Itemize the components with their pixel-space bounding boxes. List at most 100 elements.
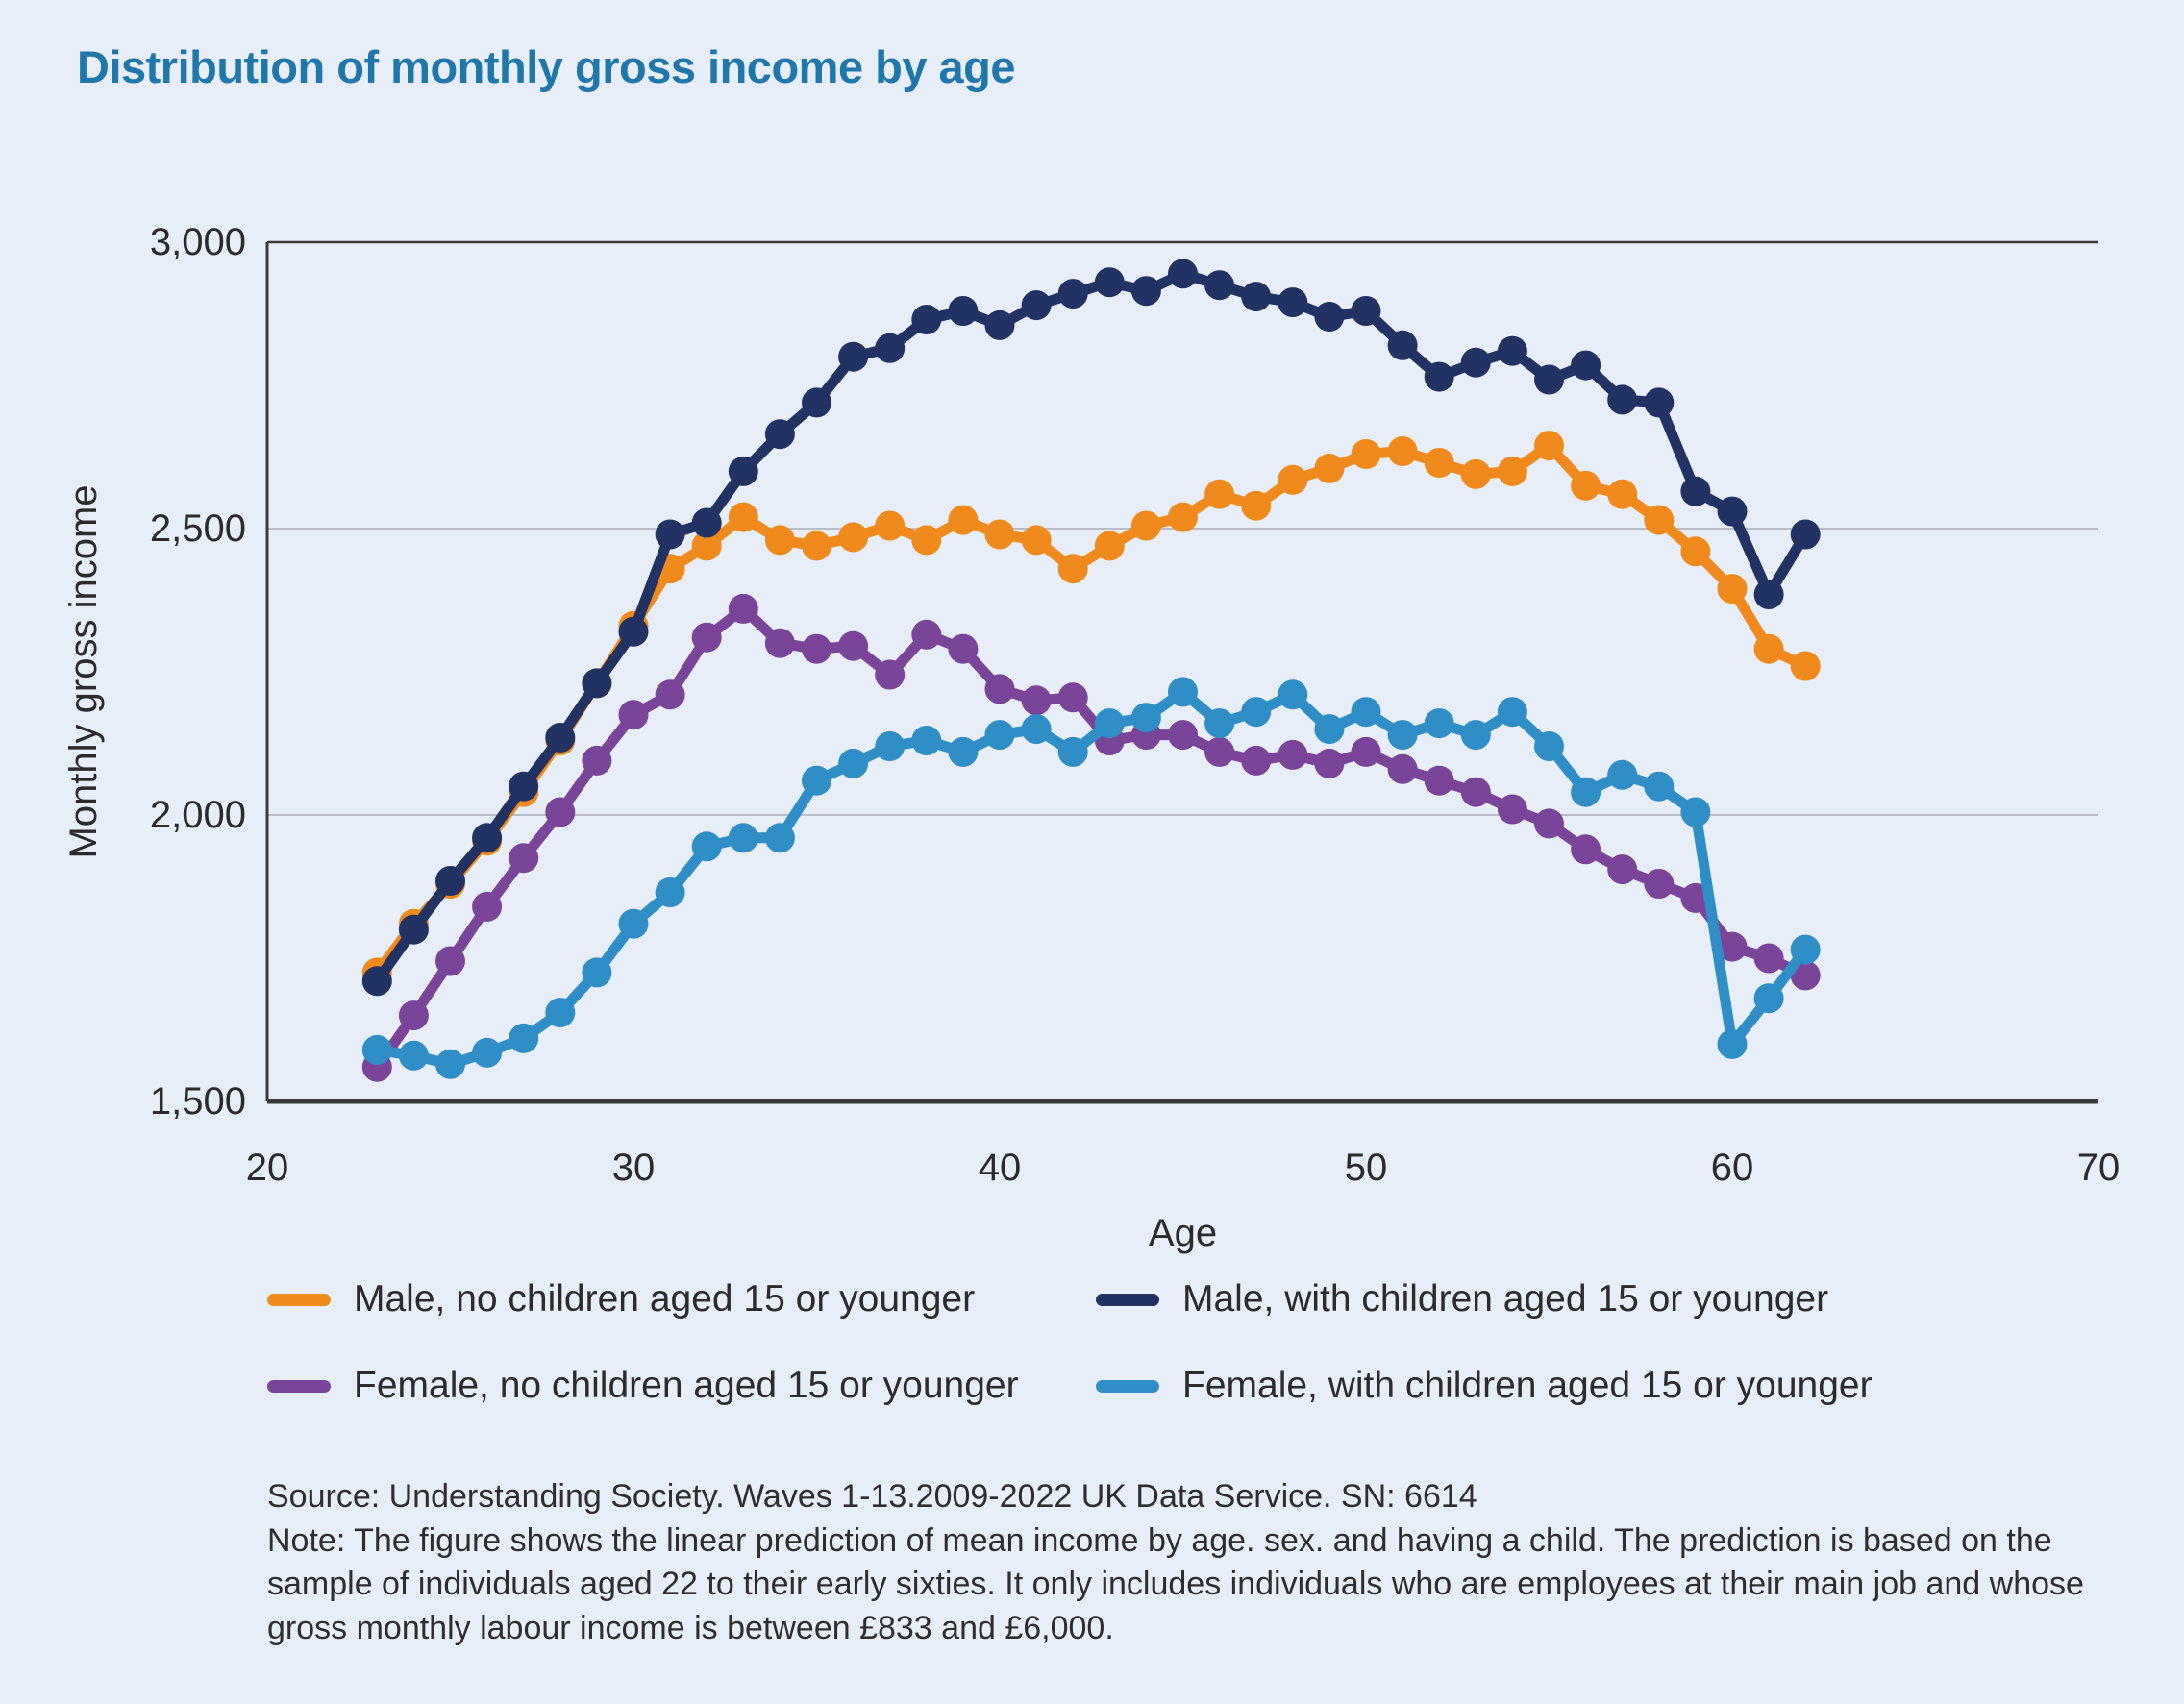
data-point-male-with-children-aged-15-or-younger [948,296,979,326]
data-point-female-no-children-aged-15-or-younger [1204,736,1235,767]
data-point-male-with-children-aged-15-or-younger [361,966,392,997]
data-point-male-with-children-aged-15-or-younger [984,309,1015,340]
data-point-female-with-children-aged-15-or-younger [1278,679,1308,710]
legend-item-female-with-children: Female, with children aged 15 or younger [1096,1365,2122,1407]
data-point-male-no-children-aged-15-or-younger [1241,490,1272,521]
data-point-female-no-children-aged-15-or-younger [1571,834,1601,865]
data-point-female-with-children-aged-15-or-younger [1753,983,1784,1014]
data-point-male-with-children-aged-15-or-younger [1460,347,1491,378]
data-point-female-no-children-aged-15-or-younger [1314,748,1345,778]
data-point-female-with-children-aged-15-or-younger [472,1037,503,1068]
data-point-female-with-children-aged-15-or-younger [1424,708,1454,739]
data-point-male-with-children-aged-15-or-younger [1094,267,1125,298]
legend-label-female-no-children: Female, no children aged 15 or younger [354,1365,1019,1406]
legend-label-male-with-children: Male, with children aged 15 or younger [1182,1278,1829,1320]
data-point-male-with-children-aged-15-or-younger [1168,259,1198,289]
data-point-female-with-children-aged-15-or-younger [911,726,942,755]
data-point-male-no-children-aged-15-or-younger [1387,436,1418,466]
data-point-male-with-children-aged-15-or-younger [509,771,539,802]
data-point-male-no-children-aged-15-or-younger [1497,456,1527,486]
data-point-male-no-children-aged-15-or-younger [691,531,722,561]
data-point-female-with-children-aged-15-or-younger [838,748,869,778]
data-point-male-no-children-aged-15-or-younger [802,531,831,561]
data-point-male-no-children-aged-15-or-younger [1607,479,1638,509]
data-point-female-with-children-aged-15-or-younger [545,998,576,1028]
data-point-male-with-children-aged-15-or-younger [1057,279,1088,309]
data-point-female-no-children-aged-15-or-younger [1460,777,1491,807]
data-point-female-with-children-aged-15-or-younger [1168,677,1198,707]
data-point-female-with-children-aged-15-or-younger [802,765,831,796]
data-point-male-with-children-aged-15-or-younger [582,668,612,699]
data-point-female-with-children-aged-15-or-younger [1021,714,1052,745]
data-point-female-with-children-aged-15-or-younger [1717,1028,1748,1059]
data-point-female-with-children-aged-15-or-younger [691,831,722,862]
data-point-female-no-children-aged-15-or-younger [802,633,831,664]
data-point-male-no-children-aged-15-or-younger [875,510,906,541]
source-note: Source: Understanding Society. Waves 1-1… [267,1478,1477,1515]
data-point-female-with-children-aged-15-or-younger [1534,731,1564,761]
data-point-male-no-children-aged-15-or-younger [1717,574,1748,605]
data-point-male-with-children-aged-15-or-younger [1497,335,1527,366]
data-point-female-no-children-aged-15-or-younger [582,745,612,776]
data-point-female-no-children-aged-15-or-younger [1021,685,1052,716]
y-tick-label: 2,500 [150,507,246,550]
data-point-female-no-children-aged-15-or-younger [1753,943,1784,974]
legend-swatch-female-with-children [1096,1379,1159,1393]
data-point-female-no-children-aged-15-or-younger [1644,869,1675,899]
legend-item-male-with-children: Male, with children aged 15 or younger [1096,1278,2122,1321]
legend-item-male-no-children: Male, no children aged 15 or younger [267,1278,1096,1321]
data-point-male-no-children-aged-15-or-younger [764,525,795,556]
x-tick-label: 50 [1345,1147,1388,1189]
y-tick-label: 2,000 [150,794,246,836]
data-point-male-with-children-aged-15-or-younger [728,456,758,486]
data-point-female-with-children-aged-15-or-younger [1571,777,1601,807]
data-point-male-with-children-aged-15-or-younger [1387,330,1418,360]
data-point-male-no-children-aged-15-or-younger [1314,453,1345,483]
data-point-male-no-children-aged-15-or-younger [1130,510,1161,541]
data-point-female-with-children-aged-15-or-younger [1790,934,1821,965]
legend-swatch-female-no-children [267,1379,331,1393]
data-point-male-with-children-aged-15-or-younger [802,387,831,418]
data-point-male-with-children-aged-15-or-younger [1607,384,1638,415]
data-point-female-with-children-aged-15-or-younger [875,731,906,761]
data-point-female-no-children-aged-15-or-younger [1387,753,1418,784]
data-point-female-with-children-aged-15-or-younger [764,823,795,853]
data-point-female-no-children-aged-15-or-younger [691,622,722,653]
data-point-male-with-children-aged-15-or-younger [1278,287,1308,318]
legend-swatch-male-no-children [267,1293,331,1306]
data-point-male-no-children-aged-15-or-younger [1680,536,1711,567]
page-title: Distribution of monthly gross income by … [77,41,1016,92]
data-point-female-no-children-aged-15-or-younger [1057,682,1088,713]
data-point-male-with-children-aged-15-or-younger [1021,290,1052,321]
data-point-female-with-children-aged-15-or-younger [948,736,979,767]
data-point-female-no-children-aged-15-or-younger [875,659,906,690]
data-point-male-no-children-aged-15-or-younger [1351,439,1381,469]
data-point-female-with-children-aged-15-or-younger [655,877,685,907]
data-point-male-no-children-aged-15-or-younger [728,502,758,532]
y-tick-label: 1,500 [150,1080,246,1123]
data-point-male-with-children-aged-15-or-younger [655,519,685,550]
methodology-note: Note: The figure shows the linear predic… [267,1521,2084,1646]
data-point-female-with-children-aged-15-or-younger [582,957,612,988]
data-point-female-no-children-aged-15-or-younger [1717,931,1748,962]
data-point-female-with-children-aged-15-or-younger [618,908,649,939]
data-point-male-with-children-aged-15-or-younger [618,616,649,647]
x-tick-label: 20 [246,1147,289,1189]
data-point-female-no-children-aged-15-or-younger [1424,765,1454,796]
data-point-male-with-children-aged-15-or-younger [1571,350,1601,381]
data-point-male-with-children-aged-15-or-younger [1644,387,1675,418]
data-point-female-no-children-aged-15-or-younger [435,946,465,976]
data-point-female-with-children-aged-15-or-younger [1241,697,1272,728]
data-point-female-no-children-aged-15-or-younger [1497,794,1527,825]
data-point-female-with-children-aged-15-or-younger [984,720,1015,751]
legend-label-male-no-children: Male, no children aged 15 or younger [354,1278,976,1320]
data-point-female-no-children-aged-15-or-younger [509,843,539,874]
data-point-male-with-children-aged-15-or-younger [1717,496,1748,527]
data-point-male-no-children-aged-15-or-younger [1094,531,1125,561]
series-line-female-no-children-aged-15-or-younger [371,603,1811,1073]
data-point-female-with-children-aged-15-or-younger [1057,736,1088,767]
data-point-male-with-children-aged-15-or-younger [1204,270,1235,301]
data-point-female-no-children-aged-15-or-younger [618,700,649,730]
